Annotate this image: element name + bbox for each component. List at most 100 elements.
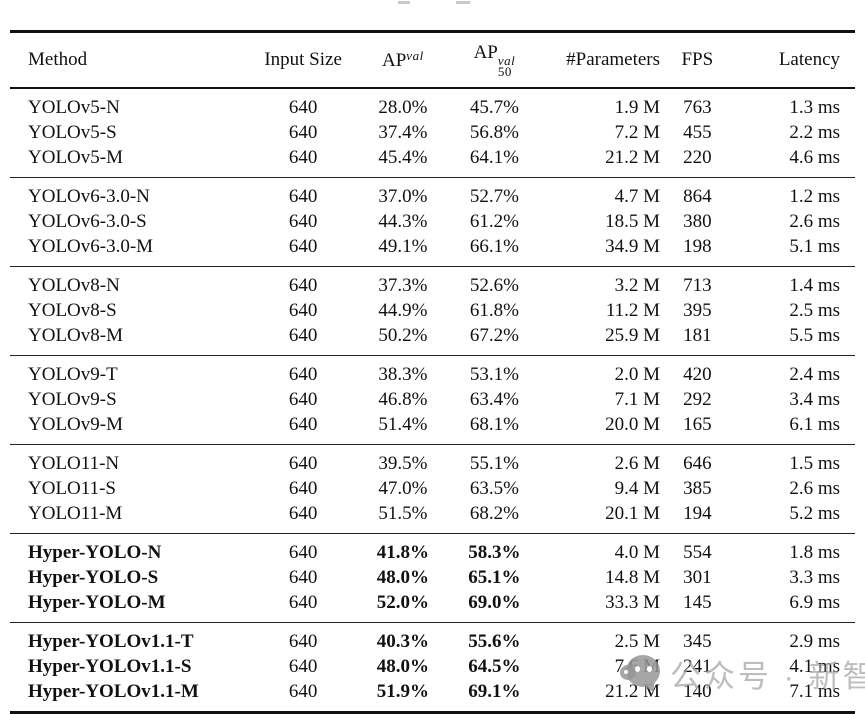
table-row: YOLOv8-N 640 37.3% 52.6% 3.2 M 713 1.4 ms <box>10 267 855 299</box>
cell-ap-val: 37.4% <box>378 122 428 143</box>
cell-ap50-val: 53.1% <box>469 364 519 385</box>
cell-latency: 1.5 ms <box>789 453 840 474</box>
cell-fps: 241 <box>683 656 712 677</box>
cell-ap50-val: 52.6% <box>469 275 519 296</box>
cell-fps: 380 <box>683 211 712 232</box>
cell-parameters: 21.2 M <box>605 681 661 702</box>
table-row: YOLOv8-M 640 50.2% 67.2% 25.9 M 181 5.5 ms <box>10 323 855 356</box>
table-row: YOLOv6-3.0-S 640 44.3% 61.2% 18.5 M 380 2.6 ms <box>10 209 855 234</box>
cell-ap50-val: 69.1% <box>468 681 521 702</box>
cell-input-size: 640 <box>288 122 318 143</box>
cell-ap50-val: 66.1% <box>469 236 519 257</box>
column-header-method: Method <box>28 48 88 70</box>
table-header-row: Method Input Size APval AP val 50 #Parameters F… <box>10 32 855 89</box>
cell-ap-val: 44.9% <box>378 300 428 321</box>
cell-fps: 395 <box>683 300 712 321</box>
cell-input-size: 640 <box>288 542 318 563</box>
cell-input-size: 640 <box>288 97 318 118</box>
cell-fps: 181 <box>683 325 712 346</box>
table-row: YOLOv9-T 640 38.3% 53.1% 2.0 M 420 2.4 ms <box>10 356 855 388</box>
cell-latency: 1.4 ms <box>789 275 840 296</box>
cell-input-size: 640 <box>288 211 318 232</box>
table-row: Hyper-YOLOv1.1-S 640 48.0% 64.5% 7.6 M 241 4.1… <box>10 654 855 679</box>
cell-parameters: 7.2 M <box>614 122 661 143</box>
cell-ap50-val: 63.5% <box>469 478 519 499</box>
cell-parameters: 2.0 M <box>614 364 661 385</box>
cell-ap-val: 52.0% <box>376 592 429 613</box>
cell-parameters: 2.5 M <box>614 631 661 652</box>
cell-input-size: 640 <box>288 681 318 702</box>
cell-fps: 292 <box>683 389 712 410</box>
cell-parameters: 20.1 M <box>605 503 661 524</box>
cell-latency: 3.3 ms <box>789 567 840 588</box>
table-row: YOLO11-S 640 47.0% 63.5% 9.4 M 385 2.6 ms <box>10 476 855 501</box>
cell-parameters: 18.5 M <box>605 211 661 232</box>
cell-fps: 713 <box>683 275 712 296</box>
cell-input-size: 640 <box>288 236 318 257</box>
cell-fps: 763 <box>683 97 712 118</box>
cell-method: YOLOv9-M <box>28 414 123 435</box>
cell-ap-val: 51.4% <box>378 414 428 435</box>
cell-ap50-val: 69.0% <box>468 592 521 613</box>
table-row: YOLOv6-3.0-N 640 37.0% 52.7% 4.7 M 864 1.2 ms <box>10 178 855 210</box>
cell-parameters: 7.1 M <box>614 389 661 410</box>
cell-ap50-val: 45.7% <box>469 97 519 118</box>
cell-parameters: 3.2 M <box>614 275 661 296</box>
cell-latency: 1.3 ms <box>789 97 840 118</box>
cell-parameters: 21.2 M <box>605 147 661 168</box>
cell-ap50-val: 56.8% <box>469 122 519 143</box>
cell-ap50-val: 52.7% <box>469 186 519 207</box>
cell-ap-val: 37.3% <box>378 275 428 296</box>
cell-input-size: 640 <box>288 389 318 410</box>
cell-input-size: 640 <box>288 503 318 524</box>
cell-method: YOLOv6-3.0-S <box>28 211 147 232</box>
cell-input-size: 640 <box>288 592 318 613</box>
cell-parameters: 4.7 M <box>614 186 661 207</box>
cell-parameters: 2.6 M <box>614 453 661 474</box>
cell-ap50-val: 64.1% <box>469 147 519 168</box>
cell-fps: 301 <box>683 567 712 588</box>
cell-ap-val: 51.5% <box>378 503 428 524</box>
cell-ap50-val: 63.4% <box>469 389 519 410</box>
cell-method: YOLOv9-S <box>28 389 117 410</box>
model-group-hyper-yolov1.1: Hyper-YOLOv1.1-T 640 40.3% 55.6% 2.5 M 345 2.9… <box>10 622 855 713</box>
model-group-yolov5: YOLOv5-N 640 28.0% 45.7% 1.9 M 763 1.3 ms YOLOv… <box>10 88 855 178</box>
cell-latency: 6.9 ms <box>789 592 840 613</box>
cell-input-size: 640 <box>288 275 318 296</box>
cell-ap50-val: 61.8% <box>469 300 519 321</box>
cell-parameters: 25.9 M <box>605 325 661 346</box>
model-group-hyper-yolo: Hyper-YOLO-N 640 41.8% 58.3% 4.0 M 554 1.8 ms H… <box>10 533 855 623</box>
cell-ap50-val: 68.2% <box>469 503 519 524</box>
cell-method: Hyper-YOLOv1.1-T <box>28 631 194 652</box>
cell-fps: 385 <box>683 478 712 499</box>
cell-parameters: 14.8 M <box>605 567 661 588</box>
cell-fps: 345 <box>683 631 712 652</box>
table-row: YOLOv9-M 640 51.4% 68.1% 20.0 M 165 6.1 ms <box>10 412 855 445</box>
cell-latency: 5.2 ms <box>789 503 840 524</box>
table-row: YOLO11-N 640 39.5% 55.1% 2.6 M 646 1.5 ms <box>10 445 855 477</box>
table-row: Hyper-YOLO-N 640 41.8% 58.3% 4.0 M 554 1.8 ms <box>10 534 855 566</box>
table-row: Hyper-YOLOv1.1-T 640 40.3% 55.6% 2.5 M 345 2.9… <box>10 623 855 655</box>
cell-ap-val: 39.5% <box>378 453 428 474</box>
cell-latency: 5.5 ms <box>789 325 840 346</box>
cell-fps: 864 <box>683 186 712 207</box>
cell-fps: 646 <box>683 453 712 474</box>
cell-ap50-val: 61.2% <box>469 211 519 232</box>
table-row: YOLOv5-S 640 37.4% 56.8% 7.2 M 455 2.2 ms <box>10 120 855 145</box>
cell-method: YOLOv8-M <box>28 325 123 346</box>
cell-parameters: 7.6 M <box>614 656 661 677</box>
cell-method: Hyper-YOLOv1.1-M <box>28 681 199 702</box>
cell-method: YOLOv5-N <box>28 97 120 118</box>
cell-ap50-val: 64.5% <box>468 656 521 677</box>
cell-ap50-val: 65.1% <box>468 567 521 588</box>
cell-ap-val: 49.1% <box>378 236 428 257</box>
cell-ap-val: 38.3% <box>378 364 428 385</box>
cell-fps: 194 <box>683 503 712 524</box>
cell-fps: 140 <box>683 681 712 702</box>
cell-latency: 3.4 ms <box>789 389 840 410</box>
table-header: Method Input Size APval AP val 50 #Parameters F… <box>10 32 855 89</box>
table-row: YOLOv5-M 640 45.4% 64.1% 21.2 M 220 4.6 ms <box>10 145 855 178</box>
cell-fps: 165 <box>683 414 712 435</box>
results-table: Method Input Size APval AP val 50 #Parameters F… <box>10 30 855 714</box>
table-row: YOLOv8-S 640 44.9% 61.8% 11.2 M 395 2.5 ms <box>10 298 855 323</box>
